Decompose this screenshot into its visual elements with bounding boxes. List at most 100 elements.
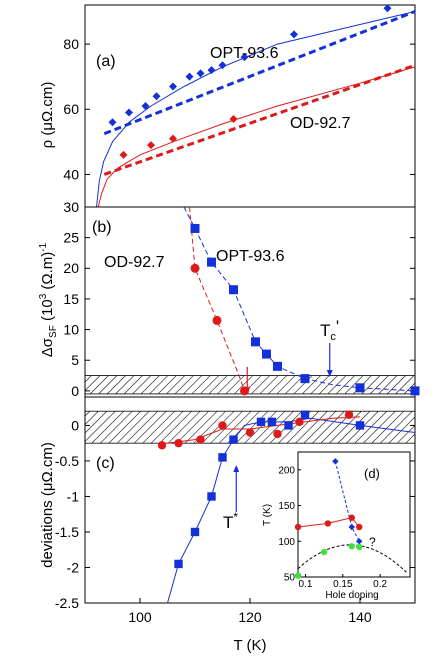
panel-c-ylabel: deviations (μΩ.cm) — [39, 442, 56, 568]
data-point — [229, 115, 238, 124]
data-point — [125, 108, 133, 117]
data-point — [383, 4, 392, 13]
tc-label-sub: c — [330, 331, 336, 343]
data-point — [245, 428, 255, 437]
ytick-label: 80 — [63, 36, 79, 52]
ylabel-b-tail: (Ω.m) — [39, 252, 56, 294]
legend-b-od-label: OD-92.7 — [104, 254, 165, 271]
ytick-label: 25 — [63, 230, 79, 246]
data-point — [229, 285, 238, 295]
panel-a-frame — [84, 4, 416, 208]
data-point — [256, 417, 266, 427]
inset-data-point — [294, 523, 302, 531]
data-point — [174, 438, 183, 448]
guide-line — [167, 417, 416, 604]
question-mark: ? — [369, 535, 376, 549]
panel-b-sigma: (b) ΔσSF (103 (Ω.m)-1 0 5 10 15 20 25 OPT-93.… — [38, 206, 420, 399]
data-point — [410, 386, 420, 396]
ylabel-b-sub: SF — [48, 325, 59, 338]
data-point — [355, 383, 365, 393]
panel-a-fits — [96, 10, 416, 208]
data-point — [119, 150, 128, 159]
panel-d-points — [294, 458, 363, 579]
data-point — [169, 134, 177, 143]
data-point — [207, 257, 216, 267]
data-point — [290, 30, 298, 39]
tc-label-main: T — [320, 321, 330, 340]
ytick-label: 15 — [63, 291, 79, 307]
panel-c-hatched-band — [84, 410, 416, 444]
panel-d-ticks: 50 100 150 200 0.1 0.15 0.2 — [278, 465, 387, 590]
data-point — [344, 410, 354, 419]
ytick-label: 40 — [63, 166, 79, 182]
data-point — [240, 53, 249, 62]
inset-xtick-label: 0.2 — [373, 579, 387, 590]
tstar-label-main: T — [223, 513, 233, 532]
od-arrow-head — [244, 387, 251, 394]
xtick-label: 120 — [238, 609, 262, 625]
panel-a-resistivity: (a) ρ (μΩ.cm) 30 40 60 80 OPT-93.6 OD-92.7 — [39, 4, 416, 215]
tc-arrow-head — [326, 370, 333, 377]
panel-a-yticks: 30 40 60 80 — [63, 36, 415, 215]
data-point — [212, 315, 222, 325]
tc-prime-label: Tc' — [320, 317, 339, 343]
inset-data-point — [348, 523, 355, 531]
inset-ytick-label: 150 — [278, 501, 295, 512]
data-point — [207, 66, 216, 75]
data-point — [300, 410, 310, 419]
panel-a-ylabel: ρ (μΩ.cm) — [39, 82, 56, 149]
ytick-label: -0.5 — [55, 453, 79, 469]
tstar-label: T* — [223, 510, 238, 532]
ytick-label: 60 — [63, 101, 79, 117]
legend-od-label: OD-92.7 — [290, 115, 351, 132]
data-point — [190, 527, 200, 537]
panel-d-inset: (d) T (K) Hole doping 50 100 150 200 0.1 0.15… — [262, 451, 411, 601]
xtick-label: 100 — [128, 609, 152, 625]
panel-d-label: (d) — [364, 466, 380, 481]
data-point — [108, 118, 117, 127]
data-point — [196, 69, 205, 78]
ytick-label: 10 — [63, 321, 79, 337]
data-point — [273, 361, 282, 371]
ytick-label: 0 — [71, 417, 79, 433]
ytick-label: -1 — [67, 488, 80, 504]
tstar-arrow — [233, 465, 240, 512]
model-fit-line — [97, 66, 416, 208]
ytick-label: -1.5 — [55, 524, 79, 540]
data-point — [174, 559, 183, 569]
panel-b-frame — [84, 206, 416, 398]
data-point — [300, 374, 310, 384]
inset-data-point — [320, 548, 328, 556]
inset-data-point — [356, 523, 363, 531]
tc-label-prime: ' — [336, 317, 339, 336]
inset-data-point — [348, 514, 355, 521]
data-point — [355, 421, 365, 430]
panel-d-ylabel: T (K) — [262, 504, 273, 526]
ytick-label: -2.5 — [55, 595, 79, 611]
data-point — [147, 141, 155, 150]
inset-ytick-label: 200 — [278, 465, 295, 476]
panel-c-deviations: (c) deviations (μΩ.cm) T (K) 0 -0.5 -1 -1.5… — [39, 396, 416, 654]
data-point — [267, 417, 277, 427]
data-point — [218, 61, 227, 70]
inset-ytick-label: 100 — [278, 537, 295, 548]
xtick-label: 140 — [348, 609, 372, 625]
ylabel-b-rest: (10 — [39, 299, 56, 325]
data-point — [295, 417, 304, 427]
inset-data-point — [294, 572, 302, 579]
inset-xtick-label: 0.1 — [299, 579, 313, 590]
panel-c-label: (c) — [96, 455, 115, 472]
data-point — [196, 435, 205, 444]
inset-guide-line — [297, 517, 360, 528]
inset-data-point — [348, 543, 355, 550]
panel-b-hatched-band — [84, 375, 416, 395]
ytick-label: 0 — [71, 383, 79, 399]
panel-b-arrows — [244, 343, 333, 394]
inset-xtick-label: 0.15 — [333, 579, 353, 590]
tstar-arrow-head — [233, 465, 240, 472]
ytick-label: 5 — [71, 352, 79, 368]
ylabel-b-main: Δσ — [39, 337, 56, 357]
model-fit-line — [96, 11, 416, 208]
panel-b-label: (b) — [92, 219, 112, 236]
